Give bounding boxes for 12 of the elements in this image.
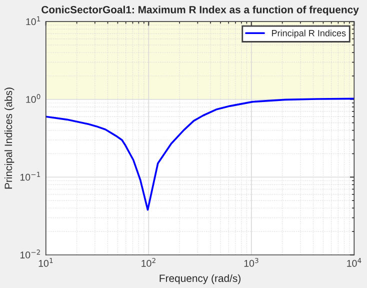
y-axis-title: Principal Indices (abs) <box>4 88 14 189</box>
x-tick-label: 10$^{4}$ <box>347 258 362 267</box>
y-tick-label: 10$^{−2}$ <box>20 250 40 258</box>
legend-label: Principal R Indices <box>272 30 346 38</box>
x-tick-label: 10$^{2}$ <box>142 258 156 267</box>
x-tick-label: 10$^{3}$ <box>244 258 258 267</box>
x-tick-label: 10$^{1}$ <box>38 258 53 267</box>
x-axis-title: Frequency (rad/s) <box>160 274 240 284</box>
y-tick-label: 10$^{1}$ <box>26 16 40 26</box>
y-tick-label: 10$^{0}$ <box>26 94 40 103</box>
chart-title: ConicSectorGoal1: Maximum R Index as a function of frequency <box>42 6 359 16</box>
y-tick-label: 10$^{−1}$ <box>20 172 40 181</box>
